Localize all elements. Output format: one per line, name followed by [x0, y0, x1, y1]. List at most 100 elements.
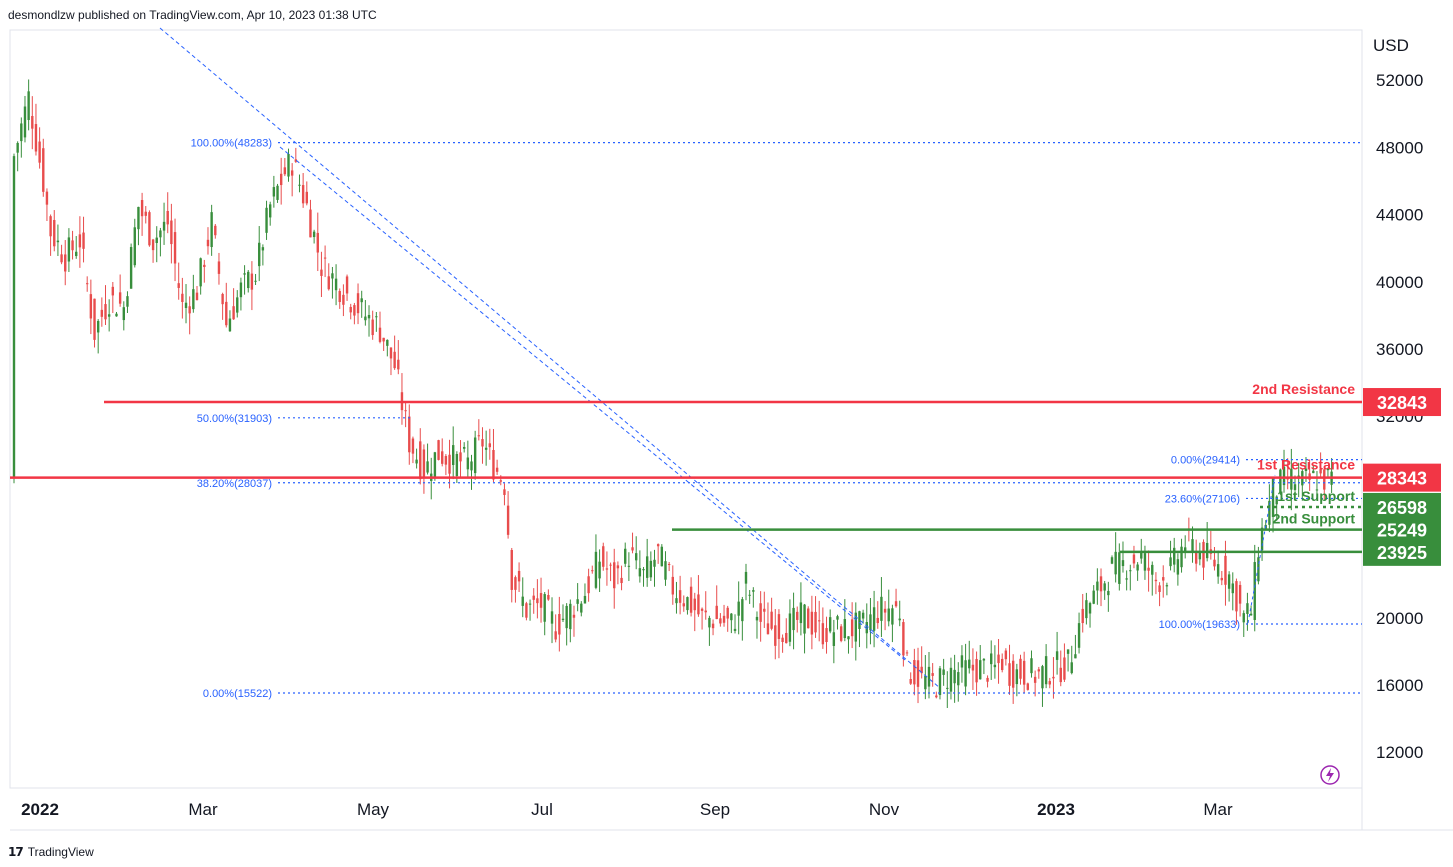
- candle: [118, 274, 122, 307]
- candle: [514, 575, 517, 603]
- candle-body: [188, 306, 191, 314]
- candle: [971, 648, 975, 690]
- candle: [56, 224, 60, 257]
- candle-body: [1099, 576, 1103, 592]
- candle: [796, 606, 799, 633]
- candle-body: [1019, 658, 1022, 679]
- candle-body: [305, 191, 308, 204]
- candle-body: [404, 410, 407, 412]
- candle-body: [781, 637, 784, 643]
- price-badge-bg: [1363, 388, 1441, 417]
- price-badge: 23925: [1363, 537, 1441, 566]
- candle-body: [236, 297, 239, 313]
- candle: [1315, 471, 1319, 498]
- candle: [1055, 631, 1059, 675]
- candle: [788, 599, 792, 647]
- fib-level-label: 50.00%(31903): [197, 413, 272, 425]
- candle: [173, 218, 177, 282]
- candle-body: [488, 443, 491, 448]
- candle: [1030, 650, 1033, 678]
- candle-body: [107, 314, 111, 317]
- candle: [836, 614, 839, 630]
- candle-body: [397, 359, 400, 370]
- candle-body: [162, 221, 166, 231]
- candle-body: [466, 457, 470, 470]
- candle: [75, 236, 78, 259]
- candle-body: [181, 293, 184, 302]
- y-tick-label: 36000: [1376, 340, 1423, 359]
- candle: [1066, 649, 1070, 672]
- candle: [1312, 465, 1315, 474]
- candle-body: [521, 596, 524, 606]
- candle: [1147, 550, 1150, 592]
- candle: [71, 230, 74, 260]
- candle-body: [1293, 484, 1297, 490]
- candle-body: [905, 652, 909, 654]
- candle-body: [957, 672, 960, 686]
- candle-body: [192, 289, 195, 310]
- candle: [148, 210, 151, 247]
- candle: [730, 613, 733, 634]
- candle-body: [155, 237, 158, 244]
- candle-body: [638, 568, 642, 577]
- candle-body: [818, 620, 821, 622]
- candle: [254, 273, 257, 285]
- candle-body: [115, 313, 118, 317]
- candle: [31, 96, 34, 150]
- candle-body: [206, 239, 210, 247]
- x-tick-label: 2023: [1037, 800, 1075, 819]
- candle: [378, 311, 382, 344]
- candle: [924, 655, 927, 700]
- candle: [290, 163, 294, 197]
- candle-body: [199, 258, 202, 287]
- candle: [697, 575, 700, 617]
- candle-body: [462, 446, 466, 449]
- candle: [484, 430, 488, 466]
- candle: [645, 538, 649, 587]
- candle-body: [1198, 552, 1202, 560]
- candle-body: [1110, 557, 1114, 564]
- candle-body: [828, 617, 832, 632]
- candle-body: [422, 449, 426, 479]
- candle-body: [1176, 559, 1180, 575]
- candle-body: [60, 254, 63, 263]
- candle-body: [671, 576, 674, 595]
- candle: [759, 591, 762, 642]
- chart-overlays: 100.00%(48283) 50.00%(31903) 38.20%(28037)…: [10, 27, 1362, 785]
- candle: [107, 299, 111, 332]
- candle-body: [843, 619, 847, 639]
- candle: [726, 605, 729, 632]
- candle-body: [722, 615, 726, 623]
- candle: [602, 542, 605, 571]
- candle: [741, 596, 744, 641]
- candle-body: [916, 660, 920, 687]
- candle: [27, 79, 30, 131]
- candle-body: [481, 439, 484, 447]
- candle-body: [766, 623, 770, 635]
- candle: [133, 218, 136, 268]
- candle-body: [1249, 613, 1253, 616]
- candle: [42, 138, 45, 197]
- candle: [1220, 570, 1223, 586]
- candle-body: [788, 613, 792, 642]
- x-tick-label: May: [357, 800, 390, 819]
- candle-body: [558, 613, 561, 635]
- candle: [609, 562, 612, 582]
- candle-body: [159, 230, 162, 238]
- candle: [1107, 581, 1110, 612]
- price-badge-label: 28343: [1377, 469, 1427, 489]
- candle-body: [730, 613, 733, 621]
- candle: [444, 454, 448, 476]
- footer-brand[interactable]: 17 TradingView: [8, 845, 94, 859]
- candle-body: [796, 611, 799, 620]
- candle: [1019, 654, 1022, 685]
- candle-body: [1279, 469, 1282, 494]
- candle: [111, 281, 115, 314]
- candle-body: [1055, 651, 1059, 660]
- candle: [1279, 468, 1282, 495]
- candle-body: [539, 593, 543, 608]
- candle-body: [42, 148, 45, 192]
- candle: [576, 583, 579, 612]
- candle-body: [964, 660, 967, 687]
